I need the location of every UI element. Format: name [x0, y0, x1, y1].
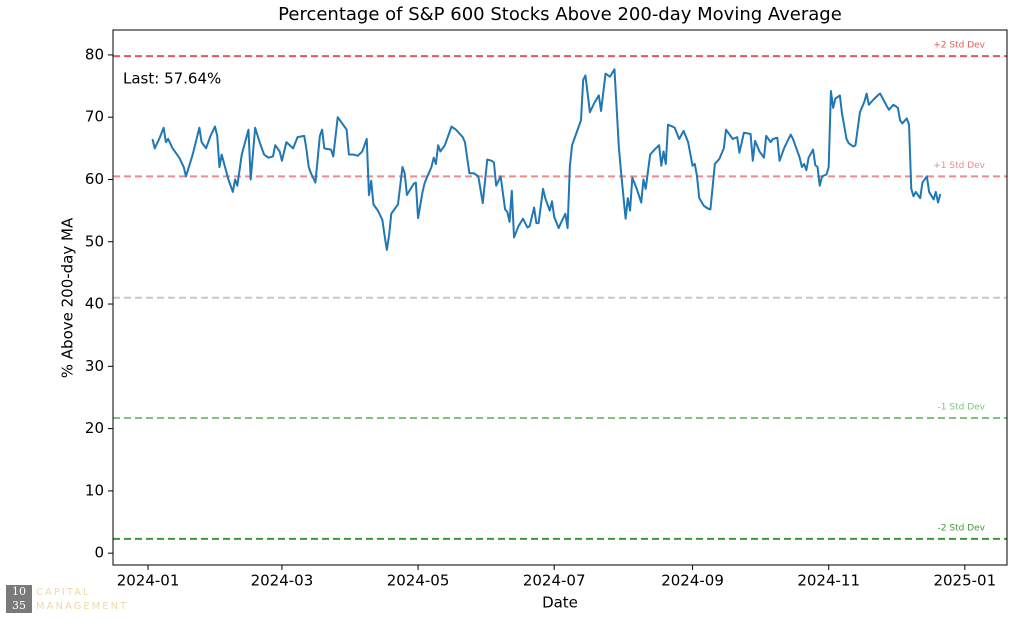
y-tick-label: 50	[85, 232, 104, 250]
logo: 10 35 CAPITAL MANAGEMENT	[6, 585, 128, 613]
logo-box	[6, 585, 32, 613]
logo-text: CAPITAL	[36, 587, 91, 598]
data-line	[151, 68, 942, 251]
y-tick-label: 70	[85, 108, 104, 126]
y-tick-label: 40	[85, 295, 104, 313]
reference-label: -2 Std Dev	[938, 523, 986, 533]
reference-label: +1 Std Dev	[933, 161, 985, 171]
chart-title: Percentage of S&P 600 Stocks Above 200-d…	[278, 4, 842, 25]
logo-number: 35	[12, 599, 26, 612]
y-tick-label: 0	[94, 544, 104, 562]
y-tick-label: 80	[85, 45, 104, 63]
y-tick-label: 10	[85, 481, 104, 499]
x-tick-label: 2025-01	[933, 572, 996, 590]
x-tick-label: 2024-05	[387, 572, 450, 590]
x-tick-label: 2024-11	[797, 572, 860, 590]
x-tick-label: 2024-09	[661, 572, 724, 590]
y-axis-label: % Above 200-day MA	[59, 217, 77, 378]
logo-text: MANAGEMENT	[36, 601, 128, 612]
x-tick-label: 2024-03	[251, 572, 314, 590]
y-tick-label: 20	[85, 419, 104, 437]
x-axis-label: Date	[542, 594, 578, 612]
y-tick-label: 30	[85, 357, 104, 375]
reference-label: -1 Std Dev	[938, 403, 986, 413]
reference-label: +2 Std Dev	[933, 41, 985, 51]
x-tick-label: 2024-07	[523, 572, 586, 590]
logo-number: 10	[12, 585, 26, 598]
x-tick-label: 2024-01	[117, 572, 180, 590]
y-tick-label: 60	[85, 170, 104, 188]
plot-frame	[112, 29, 1008, 566]
annotation: Last: 57.64%	[123, 70, 221, 88]
